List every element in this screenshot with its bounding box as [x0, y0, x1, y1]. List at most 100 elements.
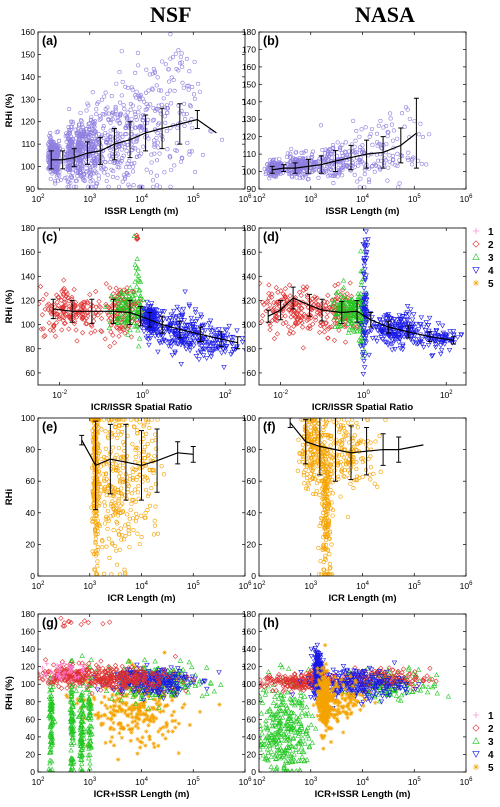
- data-point: [154, 173, 159, 178]
- data-point: [369, 336, 376, 341]
- data-point: [169, 75, 174, 80]
- data-point: [82, 172, 87, 177]
- data-point: [97, 501, 102, 506]
- y-tick-label: 130: [21, 94, 35, 104]
- data-point: [307, 312, 314, 318]
- data-point: [361, 303, 368, 309]
- error-bar: [127, 299, 133, 326]
- data-point: [136, 110, 141, 115]
- x-tick-label: 104: [135, 581, 148, 591]
- data-point: [122, 175, 127, 180]
- data-point: [189, 319, 195, 325]
- data-point: [162, 704, 168, 709]
- data-point: [152, 70, 157, 75]
- data-point: [178, 54, 183, 60]
- data-point: [322, 518, 327, 523]
- data-point: [137, 708, 142, 713]
- data-point: [181, 112, 186, 117]
- data-point: [272, 313, 279, 319]
- data-point: [347, 152, 352, 158]
- data-point: [357, 321, 364, 327]
- data-point: [352, 150, 357, 155]
- data-point: [337, 147, 343, 152]
- data-point: [458, 332, 464, 338]
- data-point: [362, 245, 368, 251]
- data-point: [438, 348, 445, 353]
- data-point: [65, 295, 71, 301]
- data-point: [259, 299, 266, 305]
- data-point: [131, 183, 136, 188]
- data-point: [121, 297, 127, 302]
- data-point: [178, 340, 185, 346]
- data-point: [165, 326, 171, 332]
- data-point: [355, 296, 362, 302]
- data-point: [155, 418, 160, 422]
- data-point: [352, 172, 357, 177]
- data-point: [66, 303, 72, 310]
- y-tick-label: 120: [242, 132, 256, 142]
- data-point: [306, 455, 311, 460]
- data-point: [153, 482, 158, 487]
- data-point: [118, 491, 123, 496]
- data-point: [363, 291, 369, 297]
- data-point: [310, 149, 315, 154]
- data-point: [70, 145, 75, 150]
- data-point: [184, 56, 189, 61]
- data-point: [301, 473, 306, 478]
- panel-label: (e): [42, 420, 57, 434]
- data-point: [115, 562, 120, 567]
- data-point: [316, 305, 322, 311]
- data-point: [84, 310, 90, 316]
- data-point: [308, 428, 313, 433]
- data-point: [385, 342, 391, 348]
- data-point: [168, 322, 175, 328]
- data-point: [61, 277, 67, 283]
- data-point: [119, 486, 124, 491]
- data-point: [197, 325, 203, 331]
- data-point: [339, 467, 345, 472]
- data-point: [368, 328, 375, 334]
- data-point: [428, 335, 435, 341]
- data-point: [138, 124, 143, 129]
- data-point: [325, 569, 330, 575]
- data-point: [108, 514, 113, 519]
- data-point: [390, 153, 395, 158]
- data-point: [331, 145, 336, 150]
- data-point: [116, 429, 121, 434]
- data-point: [103, 516, 108, 521]
- data-point: [103, 301, 109, 307]
- data-point: [362, 329, 368, 335]
- plot-area: [38, 232, 245, 371]
- data-point: [167, 154, 172, 159]
- data-point: [114, 315, 120, 321]
- data-point: [168, 344, 174, 350]
- data-point: [119, 537, 124, 542]
- data-point: [147, 425, 152, 431]
- data-point: [150, 438, 155, 443]
- data-point: [125, 512, 130, 517]
- data-point: [168, 32, 173, 37]
- data-point: [133, 459, 138, 465]
- data-point: [119, 147, 124, 152]
- data-point: [120, 509, 125, 514]
- data-point: [161, 472, 167, 477]
- data-point: [117, 70, 122, 75]
- data-point: [339, 442, 344, 447]
- data-point: [103, 107, 108, 112]
- error-bar: [413, 97, 419, 169]
- data-point: [273, 301, 279, 307]
- error-bar: [93, 420, 99, 511]
- data-point: [332, 468, 337, 473]
- data-point: [153, 504, 158, 509]
- data-point: [397, 181, 402, 186]
- data-point: [347, 475, 352, 480]
- data-point: [187, 152, 192, 157]
- data-point: [163, 736, 168, 741]
- data-point: [455, 335, 461, 340]
- data-point: [328, 462, 333, 467]
- data-point: [107, 138, 112, 143]
- data-point: [407, 307, 414, 313]
- data-point: [325, 547, 330, 552]
- data-point: [156, 145, 161, 150]
- x-tick-label: 102: [32, 581, 45, 591]
